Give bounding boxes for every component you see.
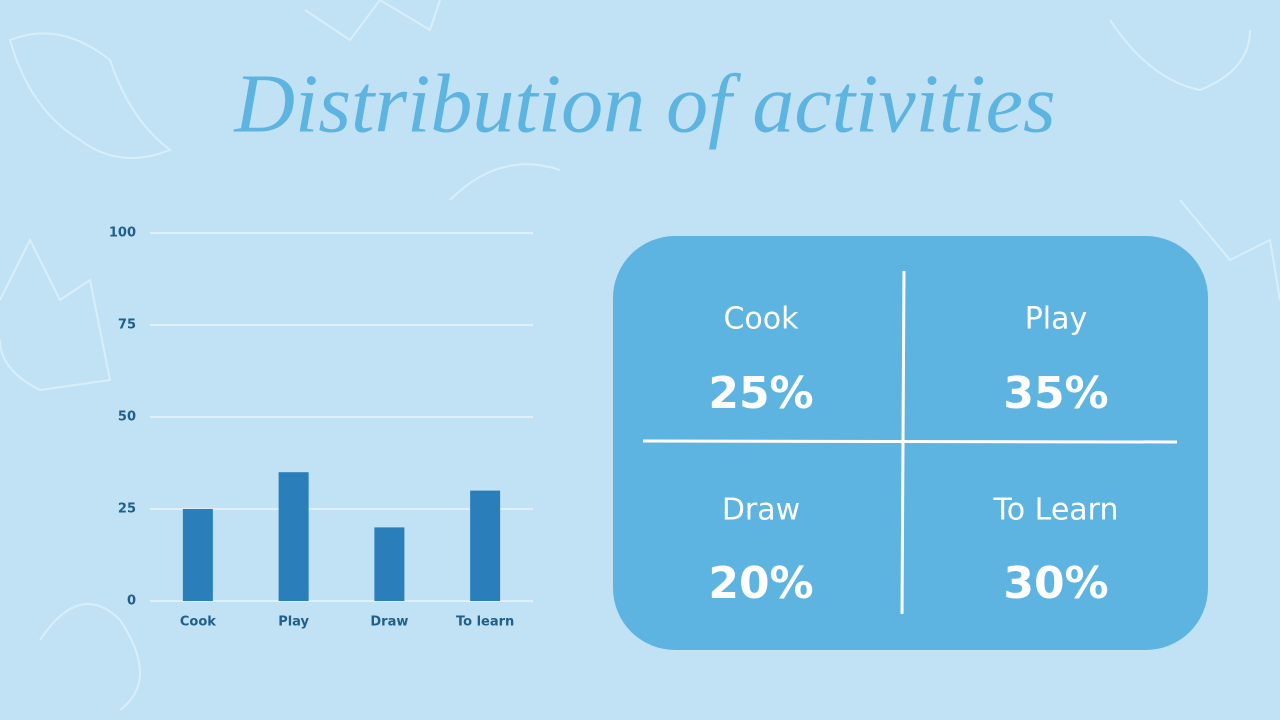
x-tick-label: Draw <box>370 615 408 630</box>
cell-value: 25% <box>708 368 813 419</box>
panel-divider <box>900 270 906 615</box>
y-tick-label: 0 <box>127 594 136 609</box>
y-tick-label: 100 <box>109 226 136 241</box>
cell-value: 30% <box>1003 558 1108 609</box>
bar <box>182 509 213 601</box>
cell-label: Draw <box>722 493 800 528</box>
x-tick-label: Cook <box>180 615 216 630</box>
bar <box>278 472 309 601</box>
bar <box>470 490 501 601</box>
cell-value: 35% <box>1003 368 1108 419</box>
cell-label: Cook <box>723 302 799 337</box>
x-tick-label: Play <box>278 615 309 630</box>
y-tick-label: 50 <box>118 410 136 425</box>
cell-label: Play <box>1025 302 1088 337</box>
cell-value: 20% <box>708 558 813 609</box>
y-tick-label: 75 <box>118 318 136 333</box>
panel-divider <box>642 439 1178 444</box>
y-tick-label: 25 <box>118 502 136 517</box>
bar-chart: 0 25 50 75 100 Cook Play Draw To learn <box>109 226 533 630</box>
slide-title: Distribution of activities <box>233 57 1055 150</box>
cell-label: To Learn <box>993 493 1119 528</box>
x-tick-label: To learn <box>456 615 514 630</box>
bar <box>374 527 405 601</box>
